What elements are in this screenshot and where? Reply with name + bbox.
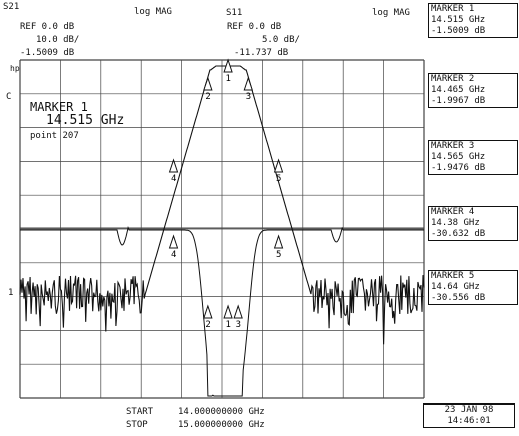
marker-freq: 14.465 GHz: [431, 85, 486, 95]
channel-c-label: C: [6, 92, 12, 102]
marker-number: 2: [205, 320, 210, 330]
marker-number: 2: [205, 92, 210, 102]
s11-trace: [20, 225, 424, 397]
marker-triangle: [168, 158, 179, 173]
start-value: 14.000000000 GHz: [178, 407, 265, 417]
ch2-marker-value: -11.737 dB: [234, 48, 289, 58]
marker-freq: 14.515 GHz: [431, 15, 486, 25]
marker-box-1: MARKER 1 14.515 GHz -1.5009 dB: [428, 3, 518, 38]
hp-label: hp: [10, 64, 20, 73]
marker-value: -30.632 dB: [431, 229, 486, 239]
marker-label: MARKER 3: [431, 141, 475, 151]
ch1-format: log MAG: [134, 7, 172, 17]
ch1-scale: 10.0 dB/: [36, 35, 80, 45]
marker-number: 4: [171, 174, 176, 184]
marker-number: 1: [226, 74, 231, 84]
marker-number: 5: [276, 174, 281, 184]
marker-triangle: [273, 158, 284, 173]
ch2-format: log MAG: [372, 8, 410, 18]
marker-freq: 14.565 GHz: [431, 152, 486, 162]
marker-triangle: [223, 58, 233, 73]
ch1-param: S21: [3, 2, 20, 12]
date-text: 23 JAN 98: [444, 405, 494, 415]
marker-readout-title: MARKER 1: [30, 100, 88, 114]
ch1-ref: REF 0.0 dB: [20, 22, 75, 32]
marker-number: 4: [171, 250, 176, 260]
ch1-marker-value: -1.5009 dB: [20, 48, 75, 58]
marker-number: 3: [236, 320, 241, 330]
stop-label: STOP: [126, 420, 148, 430]
marker-label: MARKER 1: [431, 4, 475, 14]
marker-number: 5: [276, 250, 281, 260]
ch2-ref: REF 0.0 dB: [227, 22, 282, 32]
marker-value: -1.9476 dB: [431, 163, 486, 173]
marker-readout-freq: 14.515 GHz: [46, 113, 125, 128]
marker-box-2: MARKER 2 14.465 GHz -1.9967 dB: [428, 73, 518, 108]
marker-triangle: [203, 304, 213, 319]
marker-triangle: [168, 234, 179, 249]
marker-value: -1.9967 dB: [431, 96, 486, 106]
marker-freq: 14.64 GHz: [431, 282, 480, 292]
marker-label: MARKER 5: [431, 271, 475, 281]
marker-triangle: [243, 76, 253, 91]
datetime-box: 23 JAN 98 14:46:01: [423, 403, 515, 428]
marker-freq: 14.38 GHz: [431, 218, 480, 228]
marker-readout-point: point 207: [30, 131, 79, 141]
s21-trace: [19, 65, 425, 345]
ref-position-label: 1: [8, 288, 14, 298]
ch2-param: S11: [226, 8, 243, 18]
marker-value: -30.556 dB: [431, 293, 486, 303]
marker-number: 1: [226, 320, 231, 330]
marker-triangle: [273, 234, 284, 249]
start-label: START: [126, 407, 154, 417]
marker-triangle: [233, 304, 243, 319]
stop-value: 15.000000000 GHz: [178, 420, 265, 430]
marker-number: 3: [246, 92, 251, 102]
marker-box-5: MARKER 5 14.64 GHz -30.556 dB: [428, 270, 518, 305]
time-text: 14:46:01: [447, 416, 491, 426]
graticule-grid: [19, 59, 425, 399]
marker-triangle: [203, 76, 213, 91]
marker-label: MARKER 2: [431, 74, 475, 84]
marker-box-4: MARKER 4 14.38 GHz -30.632 dB: [428, 206, 518, 241]
marker-label: MARKER 4: [431, 207, 475, 217]
marker-triangle: [223, 304, 233, 319]
ch2-scale: 5.0 dB/: [262, 35, 300, 45]
marker-value: -1.5009 dB: [431, 26, 486, 36]
marker-box-3: MARKER 3 14.565 GHz -1.9476 dB: [428, 140, 518, 175]
